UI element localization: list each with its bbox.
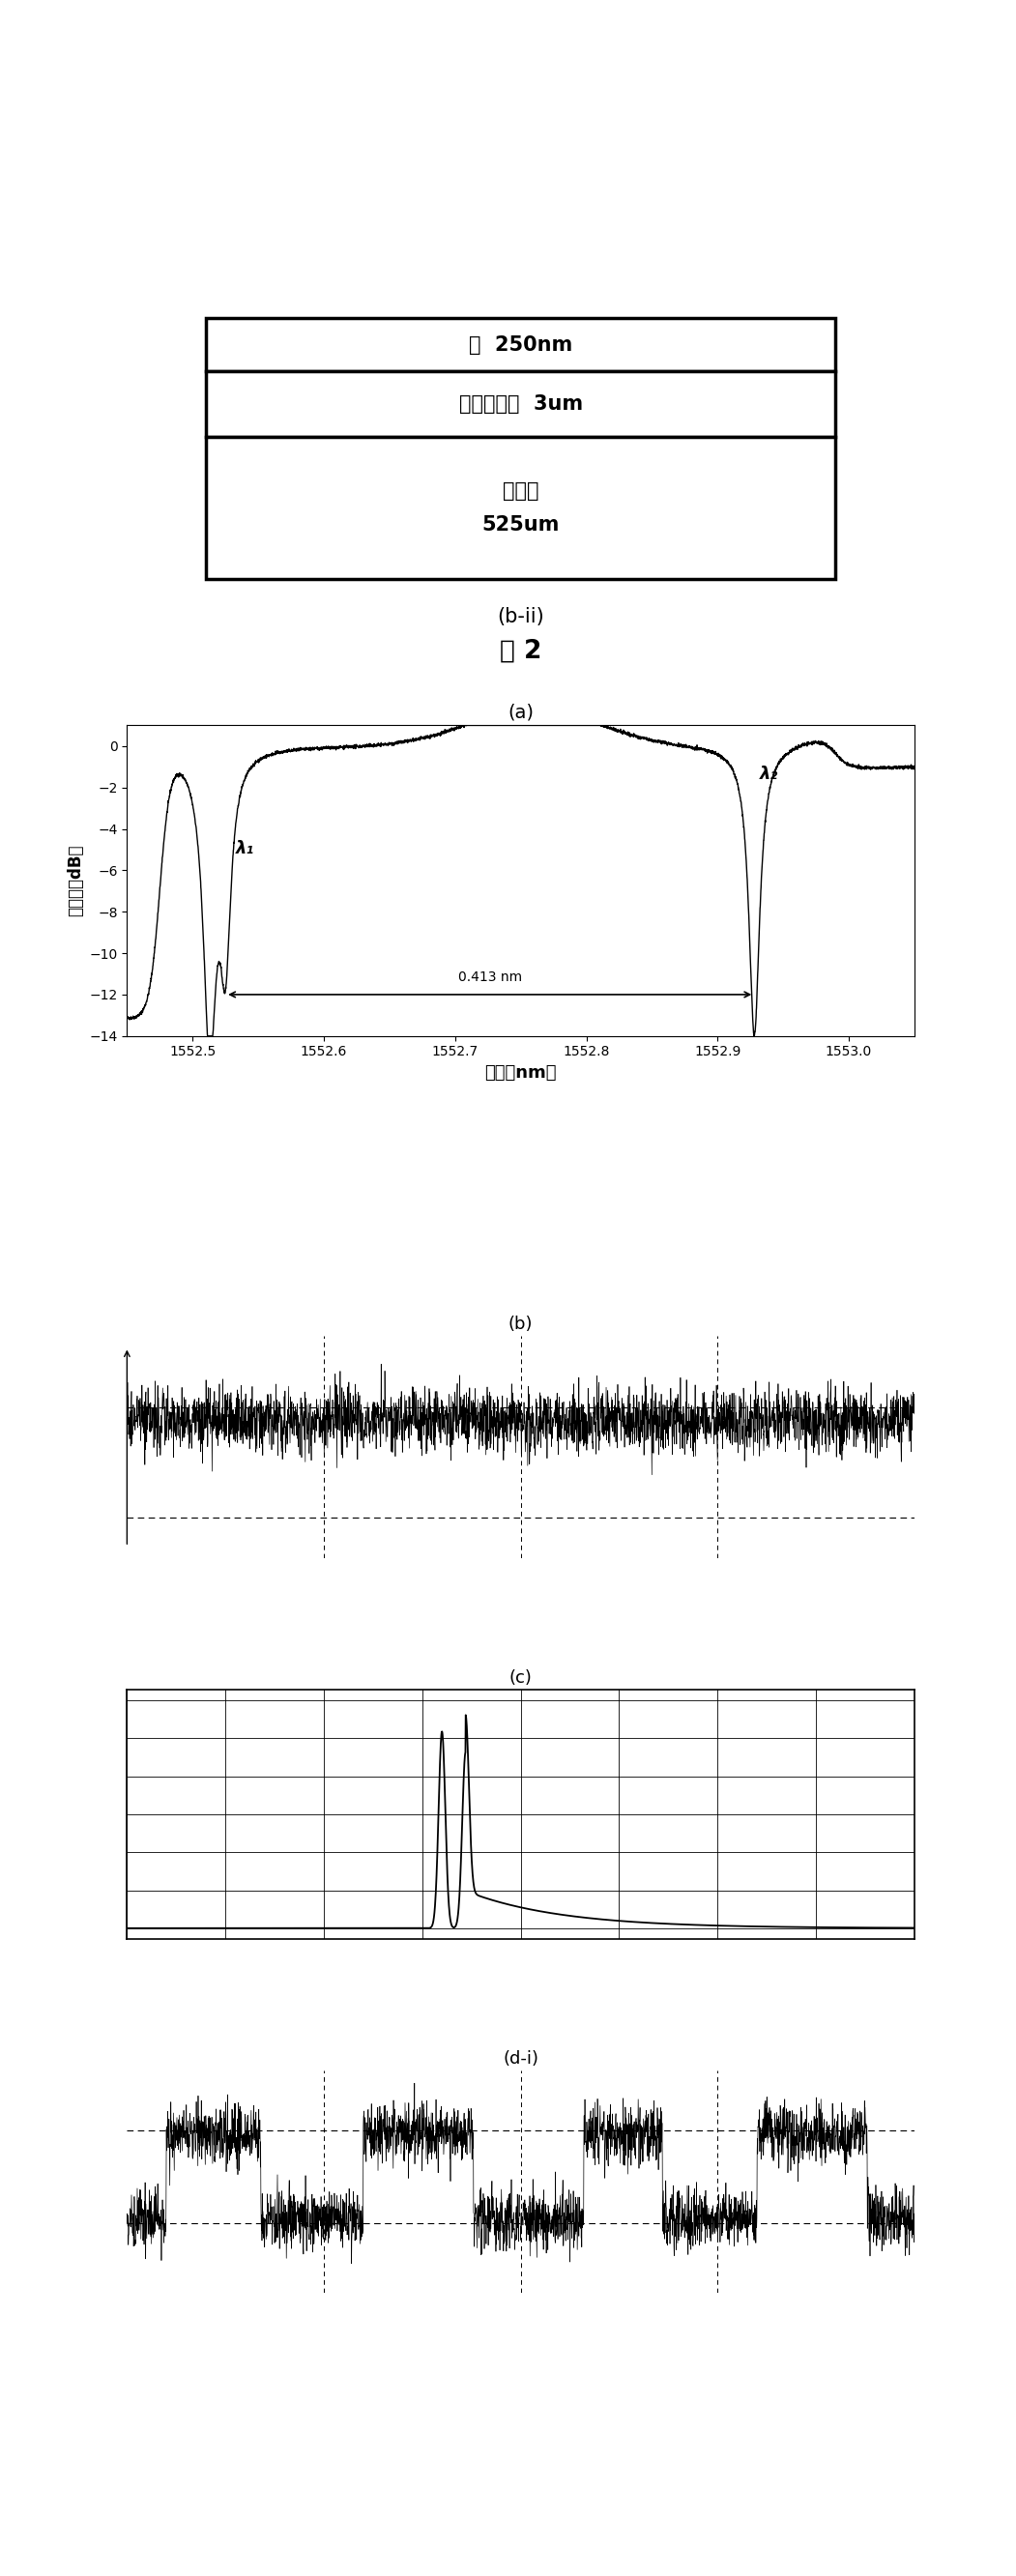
Text: λ₂: λ₂: [760, 765, 778, 783]
FancyBboxPatch shape: [205, 371, 835, 438]
Title: (d-i): (d-i): [503, 2050, 538, 2069]
Y-axis label: 透射率（dB）: 透射率（dB）: [67, 845, 84, 917]
Text: 图 2: 图 2: [500, 639, 542, 665]
Title: (a): (a): [508, 703, 533, 721]
Text: 0.413 nm: 0.413 nm: [458, 971, 522, 984]
X-axis label: 波长（nm）: 波长（nm）: [485, 1064, 557, 1082]
Text: 二氧化硅层  3um: 二氧化硅层 3um: [459, 394, 582, 415]
Text: 525um: 525um: [482, 515, 560, 536]
Title: (b): (b): [508, 1316, 533, 1334]
Text: (b-ii): (b-ii): [497, 608, 545, 626]
Text: λ₁: λ₁: [236, 840, 255, 858]
Text: 硅衬底: 硅衬底: [503, 482, 538, 500]
FancyBboxPatch shape: [205, 438, 835, 580]
Title: (c): (c): [509, 1669, 532, 1687]
FancyBboxPatch shape: [205, 317, 835, 371]
Text: 硅  250nm: 硅 250nm: [468, 335, 573, 355]
